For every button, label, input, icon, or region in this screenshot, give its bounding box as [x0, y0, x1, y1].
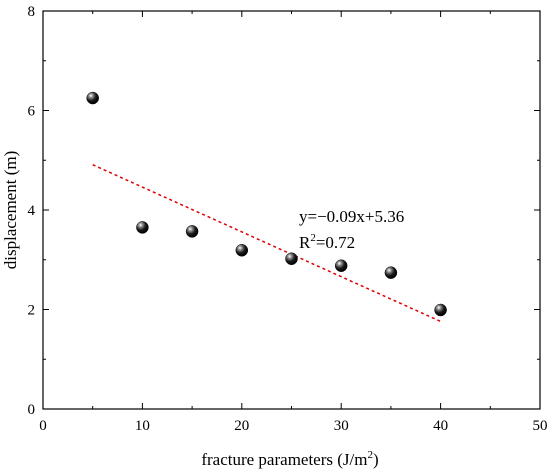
x-axis-title-base: fracture parameters (J/m — [201, 450, 367, 469]
y-tick-label: 8 — [28, 4, 36, 20]
x-axis-title-tail: ) — [373, 450, 379, 469]
x-axis-title: fracture parameters (J/m2) — [201, 449, 378, 469]
y-tick-label: 6 — [28, 104, 36, 120]
trend-line — [92, 164, 441, 323]
r-squared-base: R — [299, 233, 311, 252]
x-axis: 0 10 20 30 40 50 — [39, 11, 548, 434]
y-tick-label: 2 — [28, 303, 36, 319]
data-point — [136, 221, 149, 234]
data-point — [235, 244, 249, 257]
x-tick-label: 40 — [433, 418, 448, 434]
x-tick-label: 50 — [533, 418, 548, 434]
data-point — [384, 266, 398, 279]
x-axis-title-superscript: 2 — [367, 449, 373, 461]
y-tick-label: 0 — [28, 402, 36, 418]
y-axis: 0 2 4 6 8 — [28, 4, 540, 418]
y-axis-title: displacement (m) — [1, 151, 20, 270]
data-point — [334, 259, 348, 272]
data-point — [285, 252, 298, 266]
r-squared-label: R2=0.72 — [299, 232, 355, 252]
x-tick-label: 10 — [135, 418, 150, 434]
data-point — [185, 225, 199, 238]
data-point — [86, 91, 99, 105]
r-squared-value: =0.72 — [316, 233, 355, 252]
x-tick-label: 20 — [234, 418, 249, 434]
data-point — [434, 303, 447, 317]
data-points — [86, 91, 447, 317]
plot-frame — [42, 10, 541, 410]
x-tick-label: 30 — [334, 418, 349, 434]
regression-equation: y=−0.09x+5.36 — [299, 207, 404, 226]
y-tick-label: 4 — [28, 203, 36, 219]
r-squared-superscript: 2 — [310, 232, 316, 244]
x-tick-label: 0 — [39, 418, 47, 434]
